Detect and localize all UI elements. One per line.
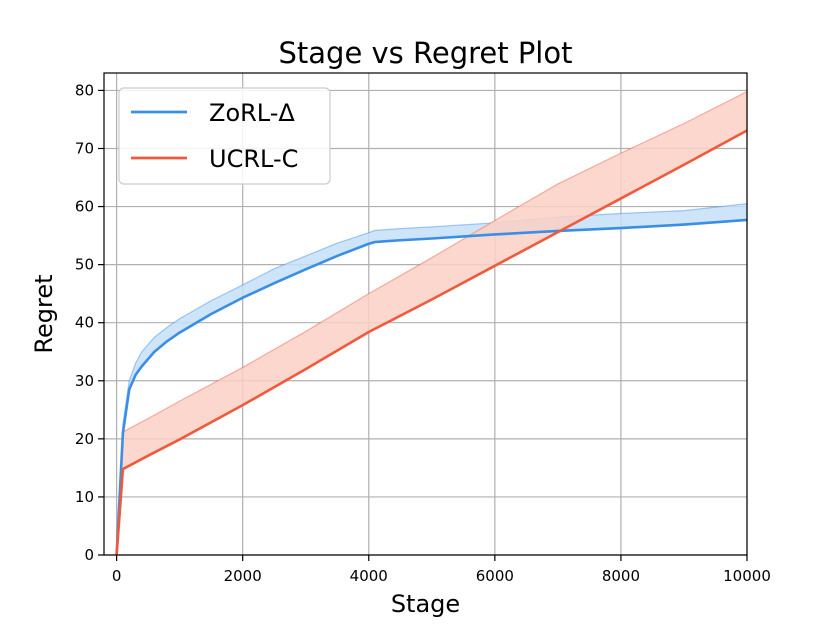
y-tick-label: 10: [75, 488, 94, 506]
legend-label: UCRL-C: [209, 145, 298, 173]
y-tick-label: 40: [75, 314, 94, 332]
zorl-series-line: [115, 218, 748, 556]
x-tick-label: 2000: [224, 567, 262, 585]
x-tick-label: 8000: [602, 567, 640, 585]
ucrl-c-series-line: [115, 129, 748, 556]
y-tick-label: 60: [75, 198, 94, 216]
plot-frame: [103, 72, 748, 556]
legend-label: ZoRL-Δ: [209, 99, 295, 127]
tick-layer: 0 2000 4000 6000 8000 10000 0 10 20 30 40 50 60 70 80: [75, 81, 771, 585]
y-tick-label: 20: [75, 430, 94, 448]
y-tick-label: 50: [75, 256, 94, 274]
legend: ZoRL-Δ UCRL-C: [118, 87, 331, 185]
x-tick-label: 0: [112, 567, 122, 585]
x-axis-title: Stage: [391, 590, 460, 618]
y-tick-label: 0: [84, 546, 94, 564]
y-axis-title: Regret: [30, 274, 58, 353]
x-tick-label: 10000: [723, 567, 771, 585]
zorl-confidence-band: [116, 202, 748, 556]
x-tick-label: 4000: [350, 567, 388, 585]
y-tick-label: 80: [75, 81, 94, 99]
chart-title: Stage vs Regret Plot: [279, 36, 573, 70]
x-tick-label: 6000: [476, 567, 514, 585]
line-layer: [115, 129, 748, 556]
y-tick-label: 30: [75, 372, 94, 390]
y-tick-label: 70: [75, 139, 94, 157]
